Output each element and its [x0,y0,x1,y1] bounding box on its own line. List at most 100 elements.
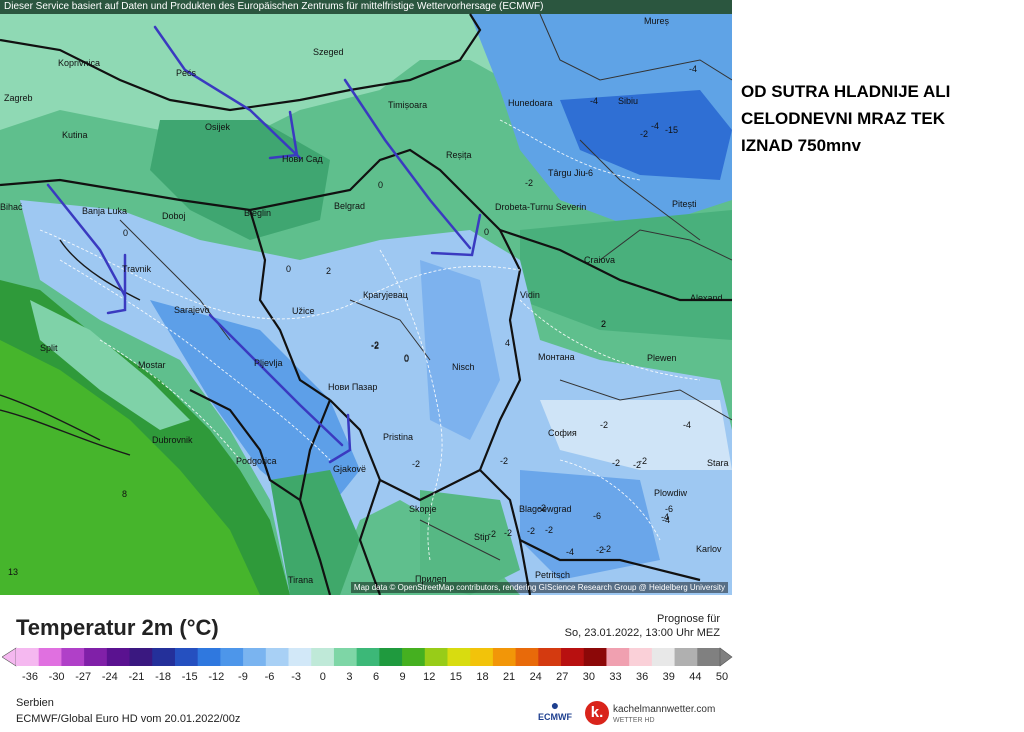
rila-cold [520,470,660,580]
scale-tick-label: -18 [155,671,172,683]
city-label: Nisch [452,362,475,372]
dalmatian-hinterland [30,300,190,430]
thrace-light [540,400,732,470]
isotherm-label: -6 [593,511,601,521]
city-label: Karlov [696,544,722,554]
isotherm-label: -4 [651,121,659,131]
scale-swatch [629,648,653,666]
city-label: Vidin [520,290,540,300]
city-label: Stara [707,458,729,468]
forecast-label: Prognose für [657,613,720,625]
city-label: Craiova [584,255,615,265]
scale-tick-label: 30 [582,671,596,683]
scale-tick-label: -30 [48,671,65,683]
city-label: Gjakovë [333,464,366,474]
isotherm-label: -15 [665,125,678,135]
albania-zone [270,470,360,595]
city-label: Нови Пазар [328,382,377,392]
scale-swatch [538,648,562,666]
isotherm-label: -2 [545,525,553,535]
scale-swatch [447,648,471,666]
city-label: Tirana [288,575,313,585]
city-label: Plewen [647,353,677,363]
city-label: Sarajevo [174,305,210,315]
scale-swatch [697,648,721,666]
scale-swatch [311,648,335,666]
ecmwf-banner: Dieser Service basiert auf Daten und Pro… [0,0,732,14]
scale-tick-label: -3 [291,671,302,683]
scale-swatch [333,648,358,666]
scale-tick-label: -12 [208,671,225,683]
isotherm-label: -2 [371,341,379,351]
isotherm-label: 13 [8,567,18,577]
isotherm-labels: -4-202-20-4-6-20-6-4-15-4-200-2 4-2-4-2-2… [8,64,697,577]
city-label: Plowdiw [654,488,688,498]
scale-tick-label: -21 [128,671,145,683]
scale-swatch [220,648,244,666]
brand-text: kachelmannwetter.com WETTER HD [613,704,715,726]
scale-swatch [583,648,607,666]
isotherm-label: -4 [662,515,670,525]
isotherm-label: -2 [371,340,379,350]
isotherm-label: -2 [612,458,620,468]
brand-sub: WETTER HD [613,717,655,724]
scale-tick-label: 18 [476,671,489,683]
isotherm-label: -2 [600,420,608,430]
isotherm-label: -2 [527,526,535,536]
scale-tick-label: 3 [346,671,353,683]
carpathian-cold-core [560,90,732,180]
city-label: Нови Сад [282,154,323,164]
scale-swatch [561,648,585,666]
scale-swatch [424,648,448,666]
scale-tick-label: 6 [372,671,380,683]
city-label: Pitești [672,199,697,209]
isotherm-label: -2 [500,456,508,466]
scale-tick-label: 27 [556,671,569,683]
city-label: Skopje [409,504,437,514]
brand-name: kachelmannwetter.com [613,704,716,715]
scale-swatch [651,648,676,666]
city-label: Timișoara [388,100,427,110]
scale-tick-label: -36 [22,671,38,683]
scale-tick-label: 33 [609,671,622,683]
city-label: Belgrad [334,201,365,211]
scale-swatch [84,648,108,666]
isotherm-label: -2 [603,544,611,554]
isotherms [39,119,701,561]
scale-swatch [492,648,517,666]
isotherm-label: -2 [525,178,533,188]
city-label: Reșița [446,150,472,160]
scale-tick-label: 50 [715,671,729,683]
isotherm-label: 2 [601,319,606,329]
scale-swatch [606,648,630,666]
scale-swatch [379,648,403,666]
city-label: Banja Luka [82,206,127,216]
scale-swatch [470,648,494,666]
scale-swatch [288,648,312,666]
isotherm-label: -4 [661,512,669,522]
scale-tick-label: 12 [423,671,436,683]
city-label: Pećs [176,68,197,78]
city-label: Osijek [205,122,231,132]
city-label: Podgorica [236,456,277,466]
city-label: Bihać [0,202,23,212]
city-label: Szeged [313,47,344,57]
city-label: Bieglin [244,208,271,218]
scale-tick-label: 44 [689,671,702,683]
scale-swatch [674,648,698,666]
isotherm-label: 0 [286,264,291,274]
isotherm-label: -4 [683,420,691,430]
scale-swatch [515,648,539,666]
forecast-info: Prognose für So, 23.01.2022, 13:00 Uhr M… [565,612,720,640]
isotherm-label: 0 [404,353,409,363]
scale-swatch [38,648,62,666]
wallachia [520,210,732,340]
city-label: Stip [474,532,490,542]
city-label: София [548,428,577,438]
isotherm-label: 0 [404,354,409,364]
scale-tick-label: -15 [181,671,198,683]
city-label: Mostar [138,360,166,370]
scale-tick-label: -24 [101,671,118,683]
scale-tick-label: 15 [449,671,462,683]
isotherm-label: -4 [590,96,598,106]
